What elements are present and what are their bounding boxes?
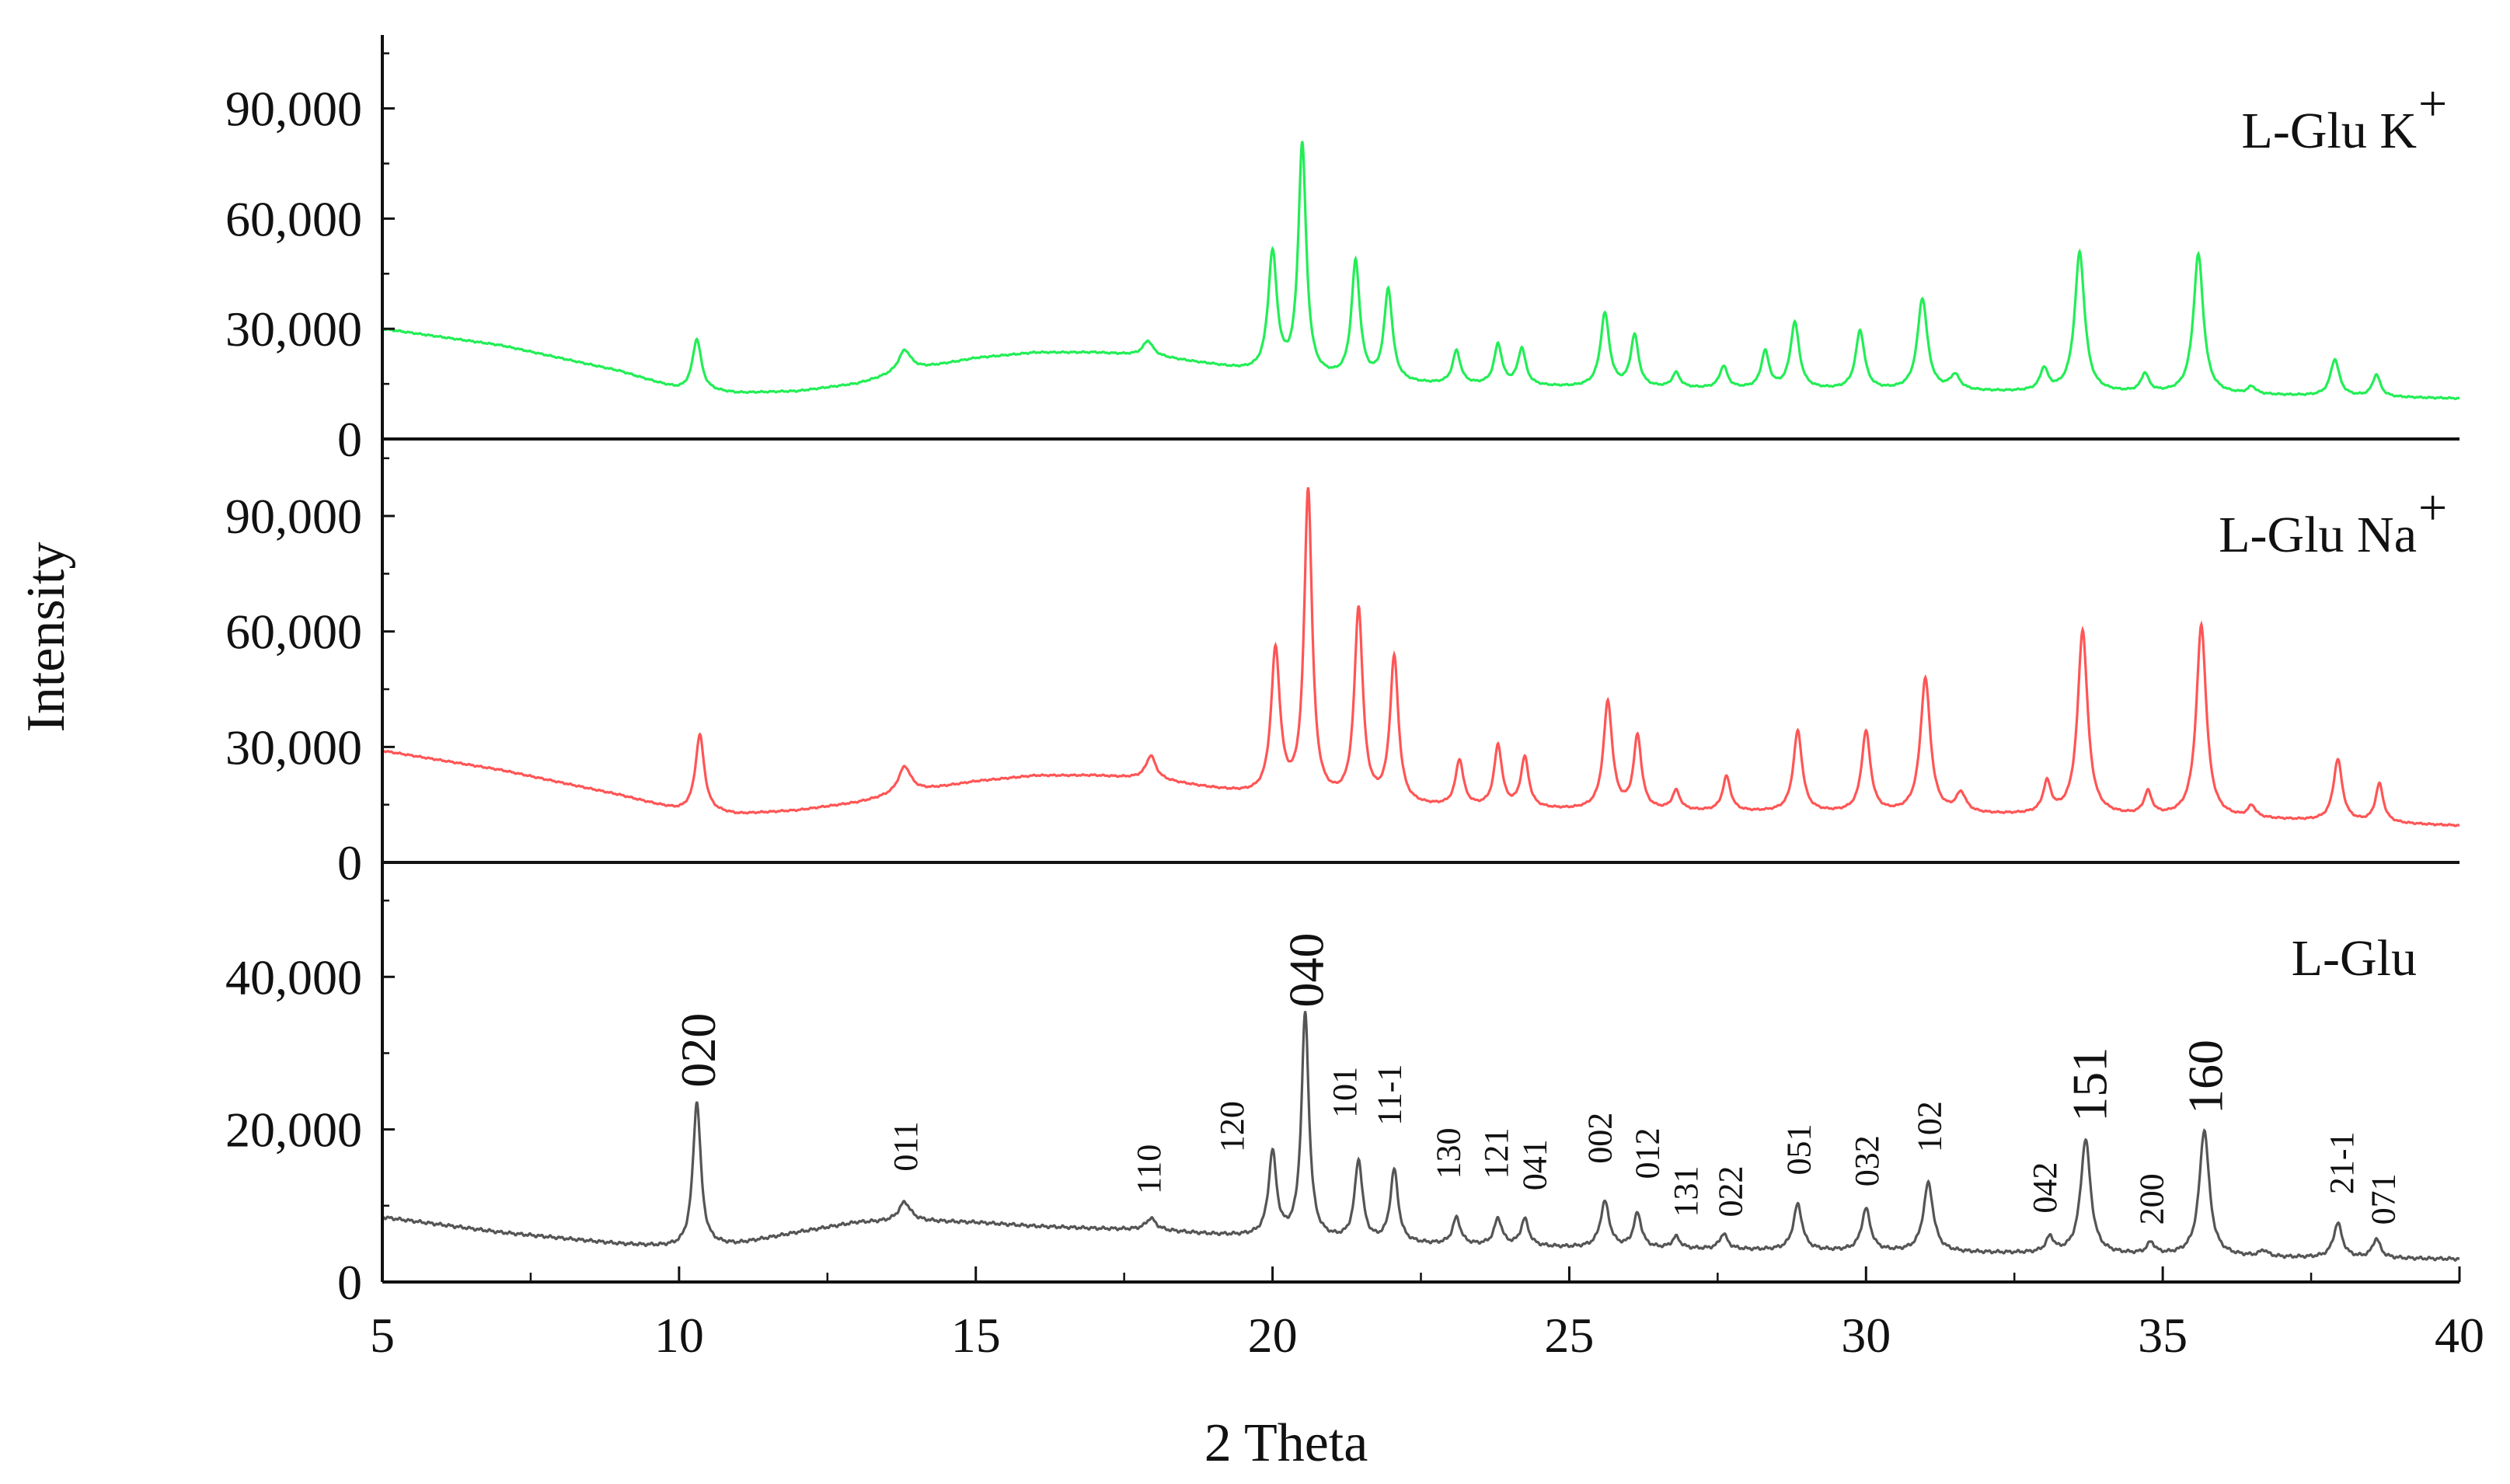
- panel-2: 0 20,000 40,000 L-Glu 020 011 110 120 040 101 11-1…: [225, 899, 2459, 1310]
- y-tick-label-1-0: 0: [337, 835, 362, 890]
- y-tick-label-0-1: 30,000: [225, 301, 362, 357]
- peak-label-102: 102: [1910, 1101, 1948, 1152]
- panel-label-2: L-Glu: [2292, 930, 2417, 987]
- peak-label-012: 012: [1629, 1128, 1667, 1179]
- peak-label-110: 110: [1130, 1144, 1168, 1194]
- peak-label-041: 041: [1515, 1139, 1553, 1190]
- x-tick-label-3: 20: [1248, 1308, 1298, 1363]
- x-tick-label-5: 30: [1841, 1308, 1891, 1363]
- y-tick-label-1-3: 90,000: [225, 489, 362, 544]
- peak-label-151: 151: [2062, 1047, 2118, 1122]
- series-line-2: [382, 1011, 2459, 1262]
- panel-label-1: L-Glu Na: [2219, 507, 2417, 563]
- series-line-1: [382, 487, 2459, 827]
- y-tick-label-1-1: 30,000: [225, 719, 362, 775]
- x-tick-label-1: 10: [654, 1308, 704, 1363]
- peak-label-032: 032: [1848, 1135, 1886, 1186]
- peak-label-130: 130: [1430, 1128, 1468, 1179]
- series-line-0: [382, 141, 2459, 401]
- panel-0: 0 30,000 60,000 90,000 L-Glu K +: [225, 52, 2459, 467]
- y-axis-title: Intensity: [16, 542, 76, 733]
- peak-label-11-1: 11-1: [1370, 1064, 1408, 1126]
- peak-label-042: 042: [2026, 1162, 2064, 1214]
- panel-label-0: L-Glu K: [2242, 103, 2417, 159]
- peak-label-020: 020: [671, 1013, 726, 1088]
- panel-label-sup-0: +: [2418, 75, 2447, 132]
- x-axis: 5 10 15 20 25 30 35 40: [370, 35, 2484, 1363]
- x-tick-label-4: 25: [1544, 1308, 1594, 1363]
- peak-label-051: 051: [1780, 1124, 1818, 1176]
- peak-label-121: 121: [1477, 1128, 1515, 1179]
- peak-label-120: 120: [1213, 1101, 1251, 1152]
- peak-label-011: 011: [887, 1121, 925, 1171]
- peak-label-071: 071: [2365, 1173, 2403, 1224]
- peak-label-040: 040: [1279, 933, 1334, 1008]
- x-tick-label-6: 35: [2138, 1308, 2188, 1363]
- peak-label-160: 160: [2178, 1040, 2233, 1114]
- peak-label-101: 101: [1326, 1067, 1364, 1118]
- panel-label-sup-1: +: [2418, 479, 2447, 536]
- y-tick-label-2-0: 0: [337, 1255, 362, 1310]
- x-tick-label-0: 5: [370, 1308, 395, 1363]
- peak-label-200: 200: [2133, 1173, 2171, 1224]
- y-tick-label-0-0: 0: [337, 412, 362, 467]
- x-axis-title: 2 Theta: [1204, 1413, 1368, 1473]
- x-tick-label-2: 15: [951, 1308, 1001, 1363]
- y-tick-label-1-2: 60,000: [225, 604, 362, 660]
- y-tick-label-2-2: 40,000: [225, 949, 362, 1005]
- y-tick-label-0-2: 60,000: [225, 191, 362, 246]
- x-tick-label-7: 40: [2435, 1308, 2484, 1363]
- peak-label-002: 002: [1581, 1113, 1619, 1164]
- y-tick-label-2-1: 20,000: [225, 1103, 362, 1158]
- panel-1: 0 30,000 60,000 90,000 L-Glu Na +: [225, 457, 2459, 890]
- peak-label-022: 022: [1712, 1166, 1750, 1218]
- y-tick-label-0-3: 90,000: [225, 82, 362, 137]
- peak-label-131: 131: [1667, 1166, 1705, 1218]
- peak-label-21-1: 21-1: [2323, 1131, 2361, 1194]
